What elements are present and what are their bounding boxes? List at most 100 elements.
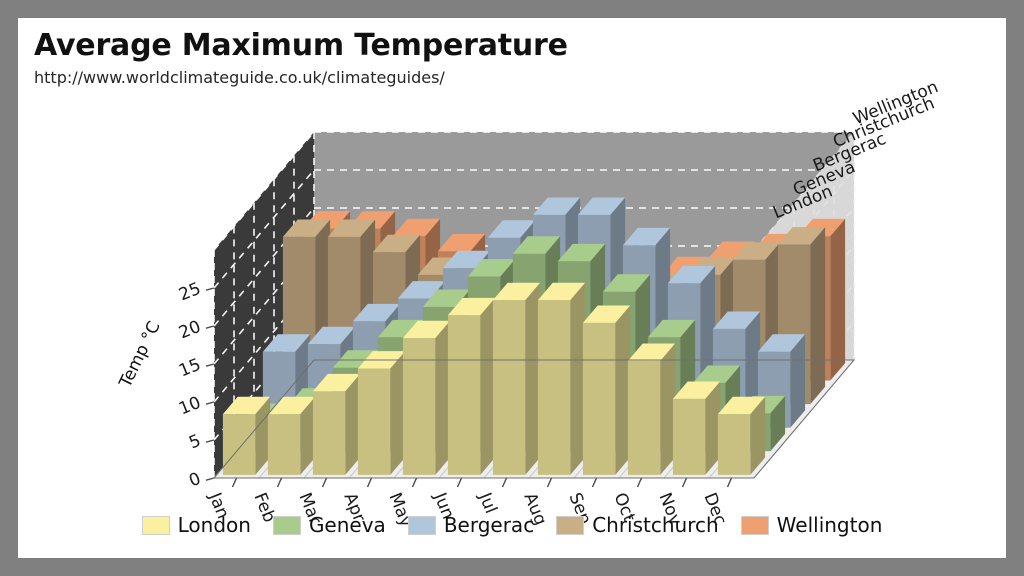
chart-legend: London Geneva Bergerac Christchurch Wellingt… <box>18 513 1006 537</box>
bar-front-london-may <box>402 338 436 475</box>
legend-label: Geneva <box>308 513 386 537</box>
bar-top-christchurch-jan <box>282 219 331 237</box>
y-tick <box>205 325 215 329</box>
bar-front-london-sep <box>582 322 616 475</box>
gridline-right <box>753 131 855 251</box>
chart-subtitle: http://www.worldclimateguide.co.uk/clima… <box>34 68 445 87</box>
legend-item-bergerac[interactable]: Bergerac <box>407 513 535 537</box>
x-tick <box>726 477 733 488</box>
bar-top-bergerac-may <box>442 250 491 269</box>
bar-top-geneva-oct <box>647 319 696 338</box>
bar-front-london-apr <box>357 368 391 475</box>
bar-front-london-oct <box>627 360 661 475</box>
x-tick <box>231 477 238 488</box>
left-wall <box>214 132 314 478</box>
bar-top-geneva-nov <box>692 365 741 383</box>
bar-top-london-oct <box>627 343 676 361</box>
bar-front-london-aug <box>537 300 571 475</box>
legend-swatch-christchurch <box>556 515 585 535</box>
bar-side-london-aug <box>570 282 586 475</box>
bar-side-london-apr <box>390 351 406 475</box>
bar-top-london-jun <box>447 297 496 316</box>
bar-top-london-may <box>402 320 451 339</box>
legend-swatch-bergerac <box>407 515 436 535</box>
bar-top-wellington-apr <box>437 233 486 252</box>
x-tick <box>456 477 463 488</box>
bar-front-london-jul <box>492 300 526 475</box>
bar-top-bergerac-jan <box>262 334 311 352</box>
legend-swatch-wellington <box>740 515 769 535</box>
bar-top-london-jul <box>492 282 541 301</box>
bar-top-london-aug <box>537 282 586 301</box>
bar-front-london-feb <box>267 414 301 475</box>
bar-top-bergerac-jun <box>487 220 536 238</box>
y-tick <box>205 401 215 405</box>
bar-side-london-oct <box>660 343 676 475</box>
legend-swatch-geneva <box>272 515 301 535</box>
y-tick <box>205 477 215 481</box>
x-tick <box>636 477 643 488</box>
chart-plot-area: 0 5 10 15 20 25 Temp °C Jan Feb Mar Apr May Jun Jul Au… <box>18 18 1006 558</box>
bar-top-wellington-mar <box>392 218 441 237</box>
x-tick <box>681 477 688 488</box>
bar-top-christchurch-nov <box>732 242 781 260</box>
bar-top-geneva-may <box>422 289 471 307</box>
bar-top-christchurch-feb <box>327 219 376 237</box>
bar-side-london-mar <box>345 373 361 475</box>
bar-side-london-jun <box>480 297 496 475</box>
bar-side-london-nov <box>705 381 721 475</box>
x-tick <box>411 477 418 488</box>
legend-swatch-london <box>141 515 170 535</box>
legend-item-christchurch[interactable]: Christchurch <box>556 513 719 537</box>
bar-top-london-jan <box>222 396 271 415</box>
bar-top-london-dec <box>717 396 766 415</box>
bar-top-bergerac-nov <box>712 311 761 329</box>
y-tick <box>205 363 215 367</box>
legend-item-wellington[interactable]: Wellington <box>740 513 882 537</box>
bar-front-london-mar <box>312 391 346 475</box>
bar-side-bergerac-dec <box>790 334 806 428</box>
x-tick <box>501 477 508 488</box>
x-tick <box>276 477 283 488</box>
legend-label: Bergerac <box>443 513 535 537</box>
bar-top-bergerac-apr <box>397 281 446 299</box>
bar-top-bergerac-aug <box>577 197 626 215</box>
bar-top-london-mar <box>312 373 361 392</box>
bar-side-christchurch-dec <box>810 227 826 405</box>
bar-top-christchurch-mar <box>372 234 421 253</box>
bar-side-geneva-dec <box>770 395 786 452</box>
bar-top-geneva-jun <box>467 259 516 277</box>
bar-side-london-sep <box>615 305 631 475</box>
bar-top-bergerac-dec <box>757 334 806 352</box>
bar-side-wellington-dec <box>830 218 846 381</box>
floor-outline <box>213 359 856 479</box>
bar-side-london-jul <box>525 282 541 475</box>
chart-canvas <box>205 131 856 488</box>
bar-top-christchurch-dec <box>777 227 826 245</box>
x-tick <box>546 477 553 488</box>
bar-top-geneva-jul <box>512 236 561 254</box>
bar-top-london-nov <box>672 381 721 399</box>
legend-label: London <box>177 513 251 537</box>
bar-top-bergerac-oct <box>667 265 716 284</box>
bar-side-london-feb <box>300 396 316 475</box>
bar-side-london-dec <box>750 396 766 475</box>
bar-top-bergerac-feb <box>307 326 356 345</box>
bar-top-bergerac-jul <box>532 197 581 215</box>
bar-front-london-jan <box>222 414 256 475</box>
y-tick <box>205 287 215 291</box>
bar-front-london-jun <box>447 315 481 475</box>
bar-side-london-may <box>435 320 451 475</box>
x-tick <box>321 477 328 488</box>
legend-item-geneva[interactable]: Geneva <box>272 513 386 537</box>
chart-frame: Average Maximum Temperature http://www.w… <box>18 18 1006 558</box>
bar-front-london-dec <box>717 414 751 475</box>
chart-title: Average Maximum Temperature <box>34 28 568 63</box>
legend-label: Christchurch <box>592 513 719 537</box>
legend-item-london[interactable]: London <box>141 513 251 537</box>
bar-top-london-sep <box>582 305 631 323</box>
bar-top-bergerac-sep <box>622 227 671 246</box>
y-tick <box>205 439 215 443</box>
bar-top-geneva-aug <box>557 243 606 262</box>
x-tick <box>366 477 373 488</box>
